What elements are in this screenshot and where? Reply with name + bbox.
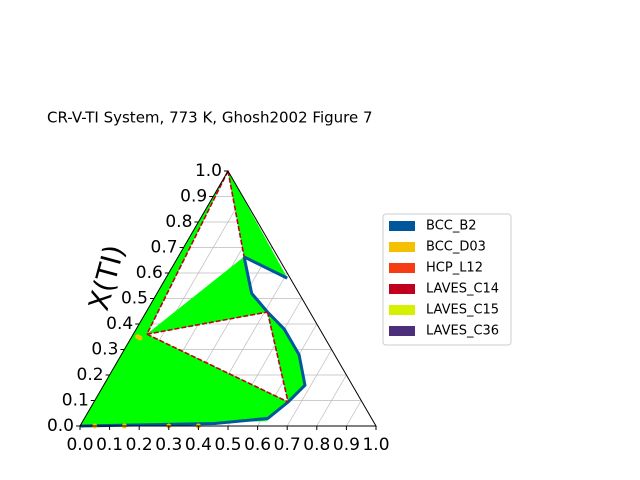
y-tick-label: 0.6: [136, 263, 163, 283]
phase-point: [137, 335, 143, 341]
x-tick-label: 0.2: [126, 435, 153, 455]
y-tick-label: 0.1: [62, 391, 89, 411]
y-tick-label: 0.8: [165, 212, 192, 232]
y-tick-label: 0.0: [47, 416, 74, 436]
phase-boundary: [146, 170, 289, 403]
legend-swatch: [389, 263, 415, 273]
x-tick-label: 0.4: [185, 435, 212, 455]
legend-label: LAVES_C36: [426, 324, 499, 339]
x-tick-label: 0.8: [303, 435, 330, 455]
legend-swatch: [389, 326, 415, 336]
y-tick-label: 0.7: [151, 238, 178, 258]
x-tick-label: 0.5: [214, 435, 241, 455]
x-tick-label: 0.1: [96, 435, 123, 455]
legend-label: HCP_L12: [426, 261, 483, 276]
grid-line: [346, 400, 362, 427]
legend-swatch: [389, 284, 415, 294]
legend-label: BCC_D03: [426, 240, 486, 255]
legend-swatch: [389, 221, 415, 231]
y-tick-label: 0.2: [77, 365, 104, 385]
x-axis-label: X(V): [200, 477, 256, 480]
legend-swatch: [389, 242, 415, 252]
x-tick-label: 0.9: [333, 435, 360, 455]
legend-swatch: [389, 305, 415, 315]
x-tick-label: 0.3: [155, 435, 182, 455]
phase-boundary: [79, 255, 307, 428]
x-tick-label: 0.6: [244, 435, 271, 455]
grid-line: [316, 374, 347, 427]
y-tick-label: 0.4: [106, 314, 133, 334]
x-tick-label: 1.0: [362, 435, 389, 455]
y-tick-label: 0.9: [180, 187, 207, 207]
chart-title: CR-V-TI System, 773 K, Ghosh2002 Figure …: [47, 109, 373, 127]
y-tick-label: 0.5: [121, 289, 148, 309]
x-tick-label: 0.0: [66, 435, 93, 455]
y-tick-label: 1.0: [195, 161, 222, 181]
y-tick-label: 0.3: [91, 340, 118, 360]
x-tick-label: 0.7: [274, 435, 301, 455]
grid-line: [286, 349, 332, 427]
legend-label: LAVES_C15: [426, 303, 499, 318]
legend-label: LAVES_C14: [426, 282, 499, 297]
legend-label: BCC_B2: [426, 219, 477, 234]
